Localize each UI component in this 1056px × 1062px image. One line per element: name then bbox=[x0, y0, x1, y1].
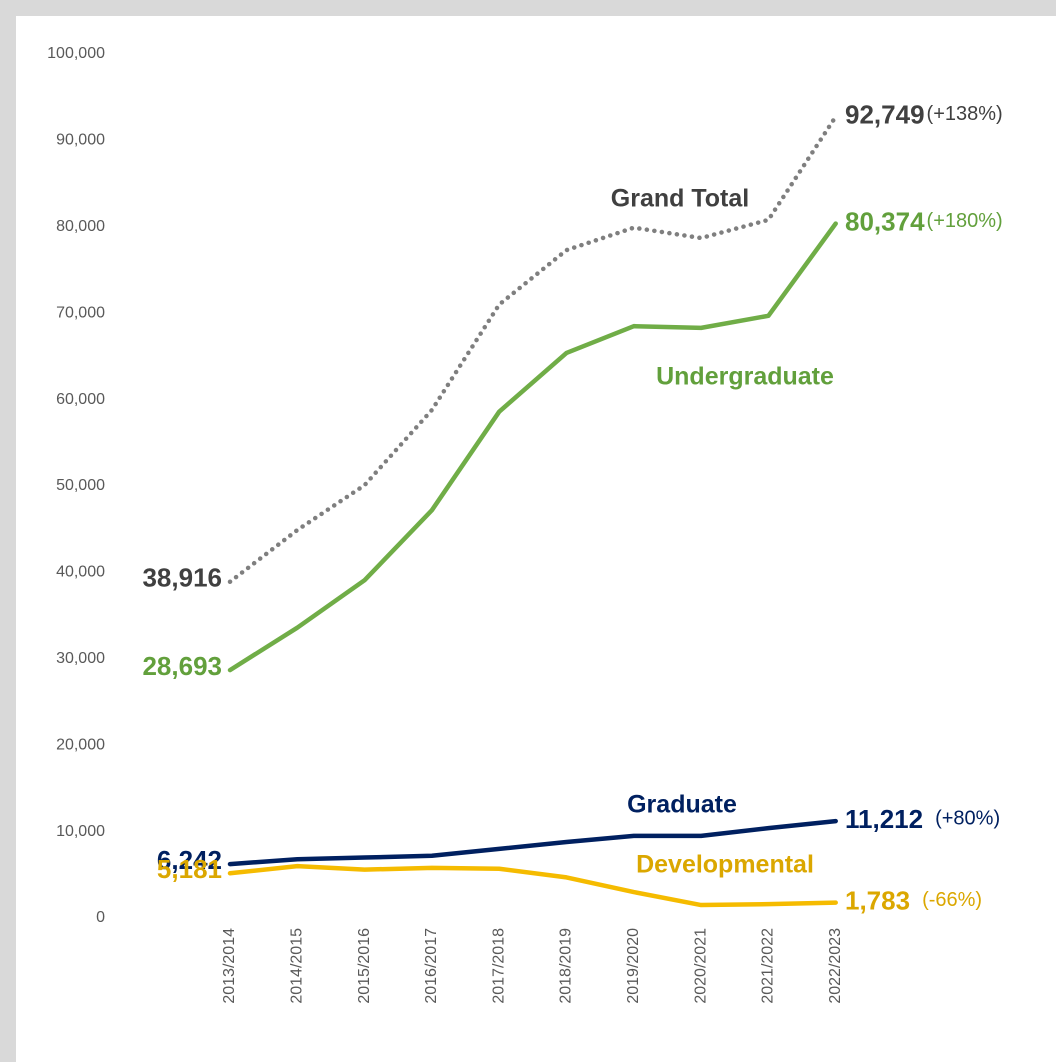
series-line bbox=[227, 818, 838, 867]
series-line bbox=[227, 114, 838, 585]
x-tick-label: 2016/2017 bbox=[423, 928, 440, 1004]
x-tick-label: 2014/2015 bbox=[289, 928, 306, 1004]
x-tick-label: 2013/2014 bbox=[221, 928, 238, 1004]
x-tick-label: 2018/2019 bbox=[558, 928, 575, 1004]
y-tick-label: 10,000 bbox=[56, 823, 105, 840]
series-name: Graduate bbox=[627, 791, 737, 819]
y-tick-label: 0 bbox=[96, 909, 105, 926]
y-tick-label: 40,000 bbox=[56, 564, 105, 581]
y-tick-label: 30,000 bbox=[56, 650, 105, 667]
start-value-label: 38,916 bbox=[142, 563, 222, 593]
x-tick-label: 2022/2023 bbox=[827, 928, 844, 1004]
change-label: (+80%) bbox=[935, 807, 1000, 829]
start-value-label: 28,693 bbox=[142, 651, 222, 681]
y-tick-label: 100,000 bbox=[47, 45, 105, 62]
y-tick-label: 50,000 bbox=[56, 477, 105, 494]
x-tick-label: 2021/2022 bbox=[760, 928, 777, 1004]
change-label: (+138%) bbox=[927, 103, 1003, 125]
x-tick-label: 2015/2016 bbox=[356, 928, 373, 1004]
start-value-label: 5,181 bbox=[157, 854, 222, 884]
series-line bbox=[227, 863, 838, 908]
y-tick-label: 80,000 bbox=[56, 218, 105, 235]
y-tick-label: 90,000 bbox=[56, 132, 105, 149]
end-value-label: 92,749 bbox=[845, 100, 925, 130]
y-tick-label: 70,000 bbox=[56, 304, 105, 321]
series-name: Grand Total bbox=[611, 185, 749, 213]
change-label: (-66%) bbox=[922, 889, 982, 911]
y-tick-label: 60,000 bbox=[56, 391, 105, 408]
x-tick-label: 2019/2020 bbox=[625, 928, 642, 1004]
end-value-label: 11,212 bbox=[845, 804, 923, 834]
series-name: Developmental bbox=[636, 851, 814, 879]
end-value-label: 80,374 bbox=[845, 206, 925, 236]
series-line bbox=[227, 221, 838, 673]
plot-background bbox=[16, 16, 1056, 1062]
x-tick-label: 2020/2021 bbox=[692, 928, 709, 1004]
change-label: (+180%) bbox=[927, 210, 1003, 232]
end-value-label: 1,783 bbox=[845, 885, 910, 915]
start-value-label: 6,242 bbox=[157, 845, 222, 875]
y-tick-label: 20,000 bbox=[56, 736, 105, 753]
series-name: Undergraduate bbox=[656, 363, 834, 391]
x-tick-label: 2017/2018 bbox=[490, 928, 507, 1004]
